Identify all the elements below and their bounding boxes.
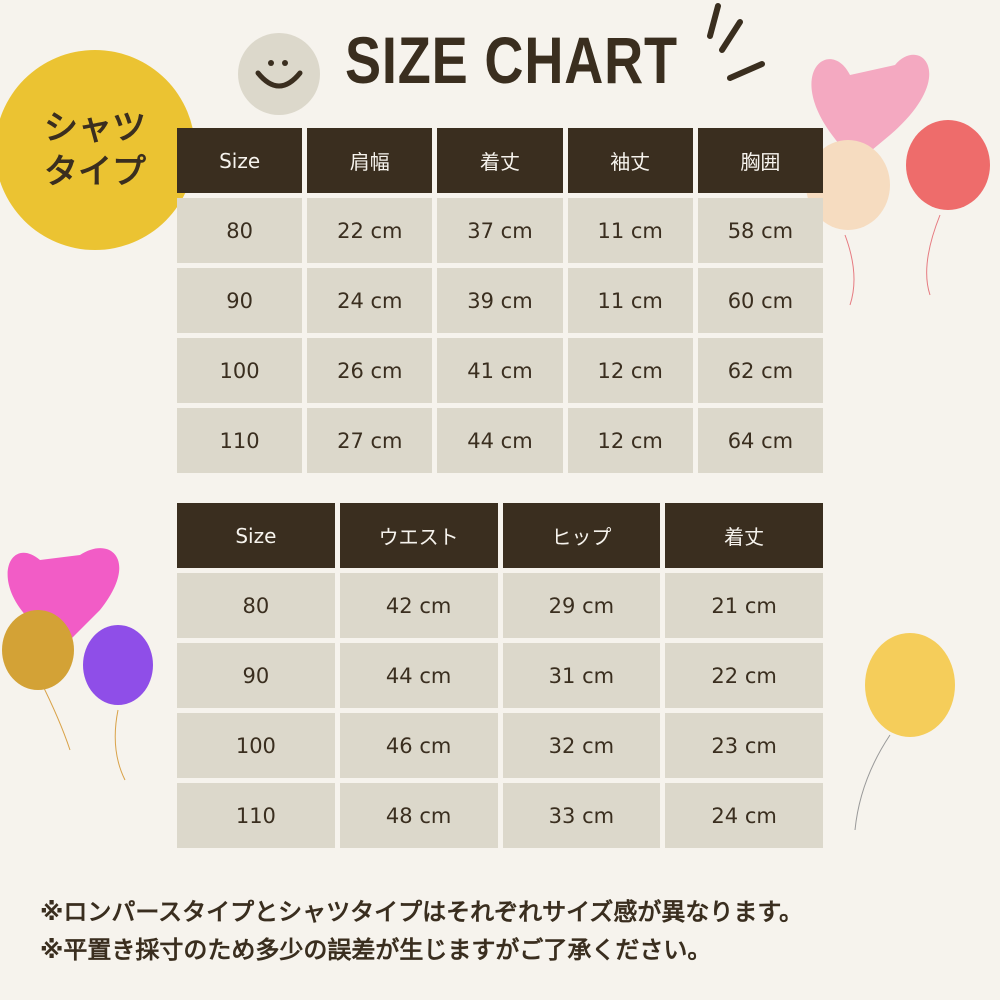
table-cell: 21 cm bbox=[665, 573, 823, 638]
table-cell: 11 cm bbox=[567, 268, 693, 333]
table-cell: 22 cm bbox=[665, 643, 823, 708]
table-cell: 24 cm bbox=[665, 783, 823, 848]
table-cell: 11 cm bbox=[567, 198, 693, 263]
table-cell: 32 cm bbox=[502, 713, 661, 778]
header-cell: ウエスト bbox=[339, 503, 498, 568]
header-cell: 肩幅 bbox=[307, 128, 433, 193]
table-cell: 46 cm bbox=[339, 713, 498, 778]
table-cell: 44 cm bbox=[339, 643, 498, 708]
balloons-left-icon bbox=[2, 548, 153, 781]
table-cell: 90 bbox=[177, 643, 335, 708]
table-cell: 44 cm bbox=[437, 408, 563, 473]
table-cell: 29 cm bbox=[502, 573, 661, 638]
table-cell: 39 cm bbox=[437, 268, 563, 333]
table-cell: 42 cm bbox=[339, 573, 498, 638]
table-cell: 110 bbox=[177, 783, 335, 848]
table-cell: 80 bbox=[177, 198, 303, 263]
table-cell: 62 cm bbox=[697, 338, 823, 403]
table-cell: 22 cm bbox=[307, 198, 433, 263]
table-cell: 48 cm bbox=[339, 783, 498, 848]
header-cell: Size bbox=[177, 503, 335, 568]
table-cell: 27 cm bbox=[307, 408, 433, 473]
table-cell: 90 bbox=[177, 268, 303, 333]
table-cell: 37 cm bbox=[437, 198, 563, 263]
header-cell: 着丈 bbox=[437, 128, 563, 193]
table-cell: 31 cm bbox=[502, 643, 661, 708]
page-title: SIZE CHART bbox=[345, 23, 678, 97]
balloons-top-right-icon bbox=[806, 54, 990, 306]
note-size-difference: ※ロンパースタイプとシャツタイプはそれぞれサイズ感が異なります。 bbox=[40, 898, 804, 926]
table-cell: 110 bbox=[177, 408, 303, 473]
header-cell: Size bbox=[177, 128, 303, 193]
table-cell: 64 cm bbox=[697, 408, 823, 473]
smiley-icon bbox=[238, 33, 320, 115]
header-cell: 着丈 bbox=[665, 503, 823, 568]
table-cell: 80 bbox=[177, 573, 335, 638]
table-cell: 24 cm bbox=[307, 268, 433, 333]
table-cell: 41 cm bbox=[437, 338, 563, 403]
table-cell: 12 cm bbox=[567, 408, 693, 473]
shirt-size-table: Size 肩幅 着丈 袖丈 胸囲 80 22 cm 37 cm 11 cm 58… bbox=[177, 128, 823, 473]
balloon-yellow-icon bbox=[854, 633, 955, 831]
badge-line-2: タイプ bbox=[44, 152, 146, 192]
header-cell: 胸囲 bbox=[697, 128, 823, 193]
table-cell: 60 cm bbox=[697, 268, 823, 333]
table-cell: 26 cm bbox=[307, 338, 433, 403]
table-cell: 12 cm bbox=[567, 338, 693, 403]
table-cell: 100 bbox=[177, 338, 303, 403]
romper-size-table: Size ウエスト ヒップ 着丈 80 42 cm 29 cm 21 cm 90… bbox=[177, 503, 823, 848]
note-measurement-error: ※平置き採寸のため多少の誤差が生じますがご了承ください。 bbox=[40, 936, 712, 964]
table-cell: 33 cm bbox=[502, 783, 661, 848]
header-cell: 袖丈 bbox=[567, 128, 693, 193]
shirt-type-badge: シャツ タイプ bbox=[0, 50, 195, 250]
table-cell: 23 cm bbox=[665, 713, 823, 778]
badge-line-1: シャツ bbox=[44, 108, 146, 148]
sparkle-lines-icon bbox=[707, 3, 765, 81]
header-cell: ヒップ bbox=[502, 503, 661, 568]
table-cell: 58 cm bbox=[697, 198, 823, 263]
table-cell: 100 bbox=[177, 713, 335, 778]
